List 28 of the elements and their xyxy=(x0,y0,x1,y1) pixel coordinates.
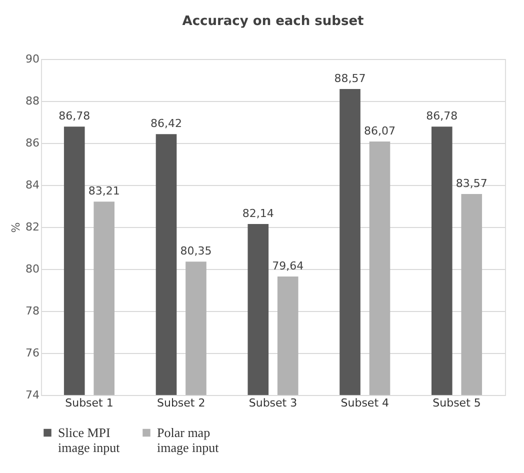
data-label: 86,78 xyxy=(426,110,458,123)
legend-label: Polar map image input xyxy=(157,424,220,455)
x-tick-label: Subset 2 xyxy=(156,396,206,410)
data-label: 83,21 xyxy=(88,184,120,198)
x-tick-label: Subset 4 xyxy=(340,396,390,410)
data-label: 79,64 xyxy=(272,260,304,273)
data-label: 86,07 xyxy=(364,124,396,138)
data-label: 80,35 xyxy=(180,244,212,258)
y-tick-label: 76 xyxy=(26,346,40,360)
y-tick-label: 78 xyxy=(26,304,40,318)
y-tick-label: 86 xyxy=(26,136,40,150)
data-label: 86,78 xyxy=(58,110,90,123)
y-tick-label: 74 xyxy=(26,388,40,402)
x-tick-label: Subset 1 xyxy=(65,396,114,410)
y-axis-title: % xyxy=(10,222,23,233)
data-label: 82,14 xyxy=(242,207,274,220)
legend-label: Slice MPI image input xyxy=(58,424,120,455)
x-tick-label: Subset 3 xyxy=(248,396,298,410)
y-tick-label: 80 xyxy=(26,262,40,276)
chart-title: Accuracy on each subset xyxy=(182,14,364,29)
y-tick-label: 88 xyxy=(26,94,40,108)
y-tick-label: 90 xyxy=(26,52,40,66)
data-label: 88,57 xyxy=(334,72,366,86)
x-tick-label: Subset 5 xyxy=(432,396,481,410)
data-label: 83,57 xyxy=(456,177,488,190)
y-tick-label: 82 xyxy=(26,220,40,234)
data-label: 86,42 xyxy=(150,117,182,130)
y-tick-label: 84 xyxy=(26,178,40,192)
